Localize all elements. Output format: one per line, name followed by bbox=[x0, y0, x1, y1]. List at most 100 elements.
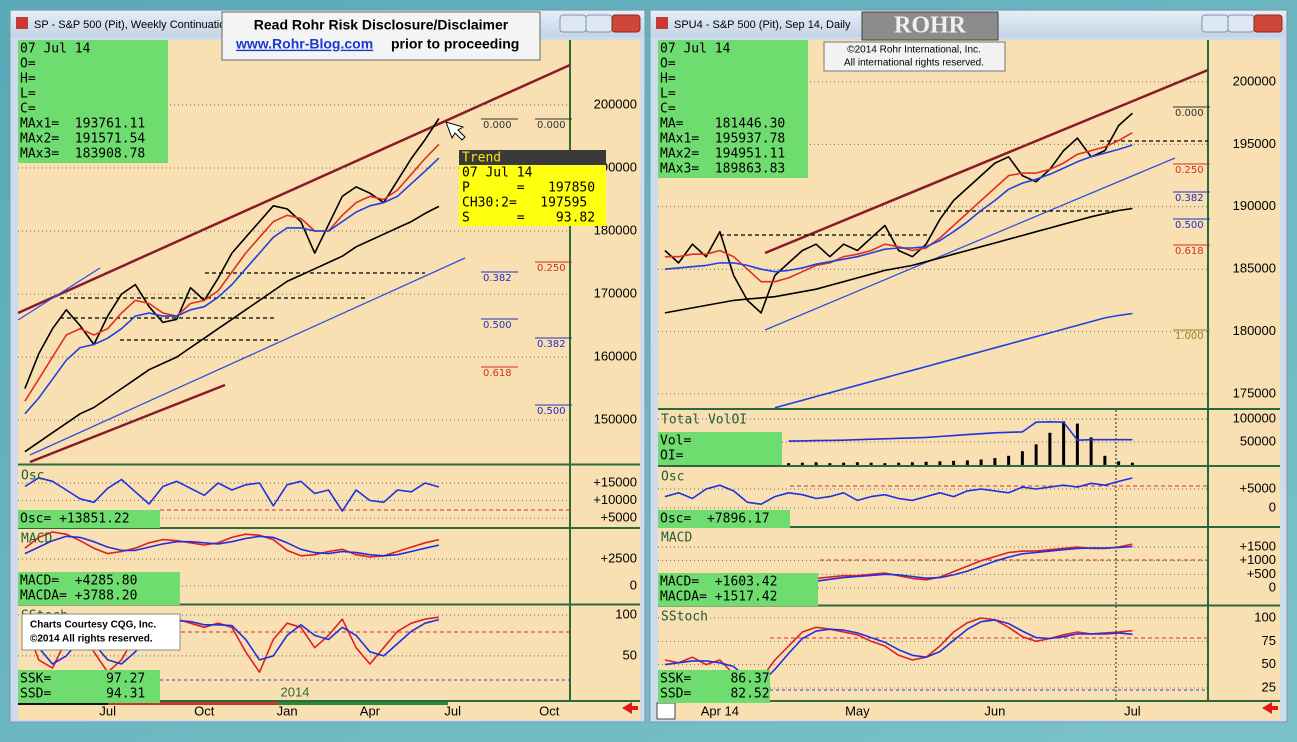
x-tick-label: Jun bbox=[984, 703, 1005, 718]
readout-line: MAx3= 189863.83 bbox=[660, 162, 785, 177]
volume-bar bbox=[1062, 421, 1066, 465]
readout-line: SSD= 82.52 bbox=[660, 687, 770, 702]
volume-bar bbox=[828, 463, 832, 465]
minimize-button[interactable] bbox=[1201, 14, 1229, 33]
fib-label: 0.000 bbox=[1175, 108, 1204, 119]
tooltip-date: 07 Jul 14 bbox=[462, 166, 533, 181]
volume-bar bbox=[814, 462, 818, 465]
y-tick-label: +5000 bbox=[1239, 480, 1276, 495]
x-tick-label: May bbox=[845, 703, 870, 718]
volume-bar bbox=[1089, 437, 1093, 465]
mouse-cursor bbox=[445, 121, 466, 141]
readout-line: OI= bbox=[660, 449, 684, 464]
readout-line: MACDA= +3788.20 bbox=[20, 589, 137, 604]
scroll-arrow[interactable] bbox=[1262, 702, 1278, 714]
volume-bar bbox=[855, 462, 859, 465]
fib-label: 0.500 bbox=[483, 320, 512, 331]
y-tick-label: 50 bbox=[623, 647, 637, 662]
y-tick-label: 180000 bbox=[594, 222, 637, 237]
scroll-arrow[interactable] bbox=[622, 702, 638, 714]
readout-line: 07 Jul 14 bbox=[20, 42, 91, 57]
volume-bar bbox=[1020, 451, 1024, 465]
readout-line: MACD= +4285.80 bbox=[20, 574, 137, 589]
window-icon bbox=[656, 17, 668, 29]
series-line bbox=[788, 421, 1133, 442]
series-line bbox=[24, 157, 440, 415]
tooltip-row: CH30:2= 197595 bbox=[462, 196, 587, 211]
fib-label: 0.382 bbox=[483, 273, 512, 284]
readout-box bbox=[658, 670, 770, 703]
checkbox[interactable] bbox=[656, 702, 676, 720]
x-tick-label: Apr 14 bbox=[701, 703, 739, 718]
y-tick-label: 0 bbox=[1269, 579, 1276, 594]
year-label: 2014 bbox=[281, 684, 310, 699]
disclaimer-text: prior to proceeding bbox=[391, 36, 519, 52]
trend-line bbox=[764, 157, 1176, 331]
close-button[interactable] bbox=[611, 14, 641, 33]
pane-title: Total VolOI bbox=[661, 413, 747, 428]
readout-line: L= bbox=[20, 87, 36, 102]
readout-line: H= bbox=[660, 72, 676, 87]
maximize-button[interactable] bbox=[585, 14, 613, 33]
x-tick-label: Jan bbox=[277, 703, 298, 718]
y-tick-label: +1000 bbox=[1239, 552, 1276, 567]
y-tick-label: +15000 bbox=[593, 474, 637, 489]
y-tick-label: +10000 bbox=[593, 492, 637, 507]
y-tick-label: +500 bbox=[1247, 566, 1276, 581]
readout-line: MA= 181446.30 bbox=[660, 117, 785, 132]
period-strip bbox=[278, 702, 448, 705]
fib-label: 0.618 bbox=[483, 368, 512, 379]
readout-line: O= bbox=[660, 57, 676, 72]
y-tick-label: 0 bbox=[1269, 499, 1276, 514]
disclaimer-link[interactable]: www.Rohr-Blog.com bbox=[235, 36, 373, 52]
y-tick-label: 185000 bbox=[1233, 261, 1276, 276]
y-tick-label: 195000 bbox=[1233, 136, 1276, 151]
x-tick-label: Jul bbox=[444, 703, 461, 718]
logo-box bbox=[861, 11, 999, 41]
x-tick-label: Apr bbox=[360, 703, 381, 718]
tooltip-row: P = 197850 bbox=[462, 181, 595, 196]
series-line bbox=[664, 207, 1133, 314]
readout-line: O= bbox=[20, 57, 36, 72]
window-icon bbox=[16, 17, 28, 29]
maximize-button[interactable] bbox=[1227, 14, 1255, 33]
fib-label: 0.382 bbox=[537, 339, 566, 350]
x-tick-label: Oct bbox=[539, 703, 560, 718]
series-line bbox=[664, 477, 1133, 505]
volume-bar bbox=[938, 461, 942, 465]
readout-line: C= bbox=[660, 102, 676, 117]
readout-line: SSD= 94.31 bbox=[20, 687, 145, 702]
readout-line: MAx2= 194951.11 bbox=[660, 147, 785, 162]
trend-line bbox=[29, 383, 226, 464]
readout-line: Osc= +7896.17 bbox=[660, 512, 770, 527]
volume-bar bbox=[1075, 423, 1079, 465]
y-tick-label: +5000 bbox=[600, 509, 637, 524]
readout-box bbox=[658, 432, 782, 465]
volume-bar bbox=[1048, 432, 1052, 465]
volume-bar bbox=[952, 460, 956, 465]
volume-bar bbox=[1130, 462, 1134, 465]
x-tick-label: Oct bbox=[194, 703, 215, 718]
volume-bar bbox=[883, 463, 887, 465]
cqg-text: Charts Courtesy CQG, Inc. bbox=[30, 620, 156, 631]
volume-bar bbox=[979, 459, 983, 465]
cqg-box bbox=[21, 613, 181, 651]
readout-box bbox=[658, 40, 808, 178]
trend-line bbox=[17, 63, 571, 315]
x-tick-label: Jul bbox=[99, 703, 116, 718]
readout-line: L= bbox=[660, 87, 676, 102]
y-tick-label: 100 bbox=[615, 606, 637, 621]
trend-line bbox=[764, 68, 1209, 255]
close-button[interactable] bbox=[1253, 14, 1283, 33]
series-line bbox=[24, 205, 440, 453]
pane-title: MACD bbox=[21, 532, 52, 547]
fib-label: 0.250 bbox=[537, 263, 566, 274]
readout-line: Vol= bbox=[660, 434, 691, 449]
minimize-button[interactable] bbox=[559, 14, 587, 33]
readout-line: MACD= +1603.42 bbox=[660, 575, 777, 590]
volume-bar bbox=[1007, 455, 1011, 465]
period-strip bbox=[18, 702, 108, 705]
readout-line: MAx1= 193761.11 bbox=[20, 117, 145, 132]
pane-title: MACD bbox=[661, 531, 692, 546]
